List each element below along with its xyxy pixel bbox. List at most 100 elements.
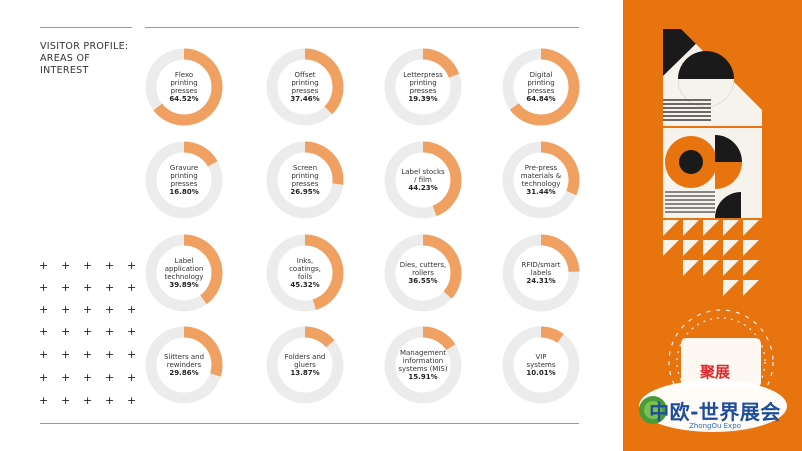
- category-name: printing: [291, 171, 319, 180]
- percent-value: 39.89%: [169, 281, 199, 290]
- percent-value: 64.84%: [526, 95, 556, 104]
- plus-icon: +: [39, 325, 49, 338]
- category-name: systems: [526, 360, 556, 369]
- donut-label: Pre-press materials & technology 31.44%: [509, 164, 573, 197]
- category-name: foils: [297, 273, 313, 281]
- donut-11: [384, 234, 462, 312]
- category-name: Management: [399, 348, 447, 357]
- plus-icon: +: [39, 303, 49, 316]
- plus-icon: +: [39, 348, 49, 361]
- plus-icon: +: [105, 259, 115, 272]
- donut-value-arc: [502, 234, 580, 312]
- percent-value: 16.80%: [169, 188, 199, 197]
- title-line-3: INTEREST: [40, 65, 89, 76]
- plus-icon: +: [105, 348, 115, 361]
- category-name: rollers: [412, 268, 434, 277]
- donut-value-arc: [266, 48, 344, 126]
- donut-9: [145, 234, 223, 312]
- plus-icon: +: [39, 259, 49, 272]
- plus-icon: +: [127, 394, 137, 407]
- plus-icon: +: [127, 303, 137, 316]
- percent-value: 64.52%: [169, 95, 199, 104]
- category-name: rewinders: [166, 360, 202, 369]
- donut-label: Inks, coatings, foils 45.32%: [273, 257, 337, 290]
- plus-icon: +: [127, 281, 137, 294]
- percent-value: 10.01%: [526, 369, 556, 378]
- geometric-art-icon: [639, 29, 787, 432]
- logo-name: 中欧-世界展会: [649, 400, 781, 424]
- plus-icon: +: [83, 281, 93, 294]
- plus-icon: +: [39, 281, 49, 294]
- donut-value-arc: [145, 326, 223, 404]
- donut-label: Dies, cutters, rollers 36.55%: [391, 261, 455, 286]
- category-name: Digital: [529, 70, 553, 79]
- plus-icon: +: [105, 371, 115, 384]
- category-name: Pre-press: [524, 163, 558, 172]
- category-name: Folders and: [284, 352, 326, 361]
- category-name: printing: [291, 78, 319, 87]
- plus-icon: +: [39, 394, 49, 407]
- category-name: Gravure: [169, 163, 199, 172]
- donut-7: [384, 141, 462, 219]
- donut-6: [266, 141, 344, 219]
- category-name: technology: [164, 273, 204, 281]
- percent-value: 29.86%: [169, 369, 199, 378]
- donut-value-arc: [502, 326, 580, 404]
- donut-value-arc: [266, 141, 344, 219]
- logo-subtitle: ZhongOu Expo: [689, 422, 741, 430]
- category-name: printing: [409, 78, 437, 87]
- category-name: Flexo: [174, 70, 194, 79]
- plus-icon: +: [83, 325, 93, 338]
- plus-icon: +: [83, 348, 93, 361]
- donut-label: Slitters and rewinders 29.86%: [152, 353, 216, 378]
- donut-value-arc: [266, 326, 344, 404]
- top-rule-right: [145, 27, 579, 28]
- plus-icon: +: [127, 371, 137, 384]
- title-line-1: VISITOR PROFILE:: [40, 41, 129, 52]
- donut-16: [502, 326, 580, 404]
- category-name: information: [402, 356, 444, 365]
- plus-icon: +: [61, 371, 71, 384]
- donut-value-arc: [384, 48, 462, 126]
- category-name: printing: [170, 78, 198, 87]
- percent-value: 31.44%: [526, 188, 556, 197]
- donut-8: [502, 141, 580, 219]
- category-name: coatings,: [289, 264, 321, 273]
- category-name: technology: [521, 180, 561, 188]
- top-rule-left: [40, 27, 132, 28]
- category-name: application: [164, 264, 204, 273]
- donut-label: Gravure printing presses 16.80%: [152, 164, 216, 197]
- plus-icon: +: [39, 371, 49, 384]
- donut-value-arc: [384, 141, 462, 219]
- title-line-2: AREAS OF: [40, 53, 90, 64]
- donut-12: [502, 234, 580, 312]
- percent-value: 13.87%: [290, 369, 320, 378]
- category-name: presses: [527, 87, 555, 95]
- bottom-rule: [40, 423, 579, 424]
- donut-value-arc: [145, 48, 223, 126]
- category-name: labels: [530, 268, 552, 277]
- plus-icon: +: [127, 348, 137, 361]
- donut-value-arc: [502, 141, 580, 219]
- donut-3: [384, 48, 462, 126]
- donut-13: [145, 326, 223, 404]
- decorative-side-panel: [623, 0, 802, 451]
- percent-value: 19.39%: [408, 95, 438, 104]
- plus-icon: +: [127, 325, 137, 338]
- plus-icon: +: [83, 259, 93, 272]
- category-name: VIP: [535, 352, 547, 361]
- plus-icon: +: [83, 303, 93, 316]
- category-name: systems (MIS): [398, 365, 448, 373]
- plus-icon: +: [105, 303, 115, 316]
- donut-label: Folders and gluers 13.87%: [273, 353, 337, 378]
- donut-value-arc: [145, 141, 223, 219]
- plus-icon: +: [61, 303, 71, 316]
- category-name: gluers: [294, 360, 316, 369]
- plus-icon: +: [105, 281, 115, 294]
- category-name: presses: [409, 87, 437, 95]
- category-name: Screen: [292, 163, 318, 172]
- donut-14: [266, 326, 344, 404]
- donut-value-arc: [502, 48, 580, 126]
- donut-value-arc: [384, 234, 462, 312]
- plus-icon: +: [105, 325, 115, 338]
